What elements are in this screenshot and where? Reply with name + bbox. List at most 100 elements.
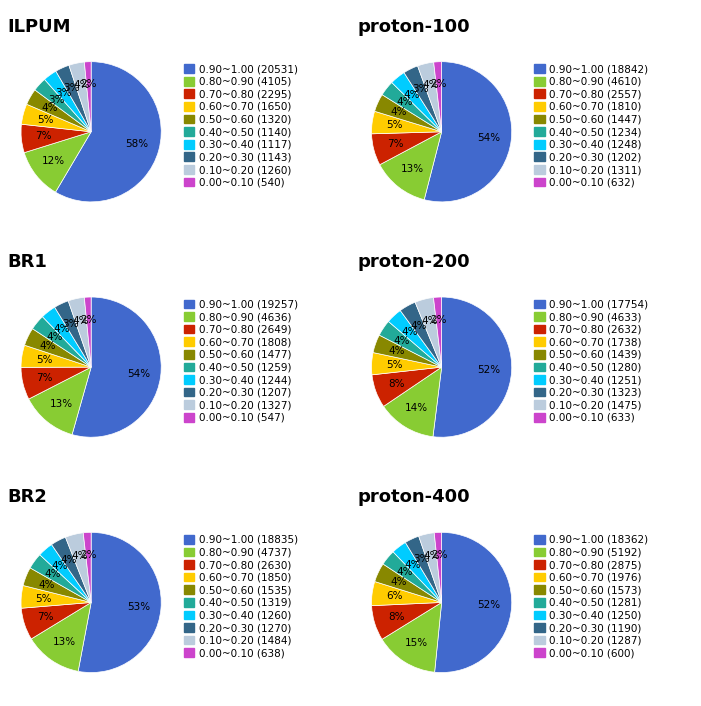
Text: proton-100: proton-100 bbox=[358, 18, 470, 35]
Text: 4%: 4% bbox=[423, 551, 440, 561]
Wedge shape bbox=[424, 61, 512, 202]
Text: BR2: BR2 bbox=[7, 489, 47, 506]
Text: 4%: 4% bbox=[390, 107, 407, 117]
Wedge shape bbox=[380, 132, 442, 200]
Wedge shape bbox=[383, 552, 442, 602]
Wedge shape bbox=[434, 532, 442, 602]
Text: 8%: 8% bbox=[388, 378, 405, 388]
Wedge shape bbox=[45, 71, 91, 132]
Wedge shape bbox=[25, 132, 91, 192]
Text: 4%: 4% bbox=[40, 342, 57, 352]
Text: 15%: 15% bbox=[404, 638, 428, 648]
Text: 4%: 4% bbox=[54, 324, 70, 335]
Wedge shape bbox=[84, 61, 91, 132]
Text: 5%: 5% bbox=[386, 121, 402, 131]
Text: 5%: 5% bbox=[36, 114, 53, 125]
Text: 4%: 4% bbox=[73, 316, 89, 325]
Text: 2%: 2% bbox=[430, 315, 447, 325]
Wedge shape bbox=[21, 124, 91, 152]
Wedge shape bbox=[379, 321, 442, 367]
Text: 14%: 14% bbox=[405, 402, 428, 413]
Wedge shape bbox=[72, 297, 161, 437]
Wedge shape bbox=[78, 532, 161, 673]
Text: 4%: 4% bbox=[396, 97, 412, 107]
Text: 13%: 13% bbox=[400, 164, 423, 174]
Wedge shape bbox=[65, 533, 91, 602]
Wedge shape bbox=[372, 132, 442, 164]
Text: 2%: 2% bbox=[431, 550, 447, 560]
Wedge shape bbox=[418, 62, 442, 132]
Text: 2%: 2% bbox=[430, 79, 447, 89]
Wedge shape bbox=[404, 66, 442, 132]
Wedge shape bbox=[55, 61, 161, 202]
Text: 4%: 4% bbox=[52, 561, 68, 571]
Text: 13%: 13% bbox=[49, 399, 72, 409]
Wedge shape bbox=[374, 95, 442, 132]
Text: BR1: BR1 bbox=[7, 253, 47, 271]
Wedge shape bbox=[392, 73, 442, 132]
Wedge shape bbox=[382, 602, 442, 672]
Wedge shape bbox=[52, 537, 91, 602]
Legend: 0.90~1.00 (19257), 0.80~0.90 (4636), 0.70~0.80 (2649), 0.60~0.70 (1808), 0.50~0.: 0.90~1.00 (19257), 0.80~0.90 (4636), 0.7… bbox=[184, 299, 298, 423]
Text: 4%: 4% bbox=[39, 580, 55, 590]
Wedge shape bbox=[433, 297, 442, 367]
Text: 52%: 52% bbox=[477, 365, 501, 375]
Legend: 0.90~1.00 (18362), 0.80~0.90 (5192), 0.70~0.80 (2875), 0.60~0.70 (1976), 0.50~0.: 0.90~1.00 (18362), 0.80~0.90 (5192), 0.7… bbox=[534, 535, 648, 658]
Wedge shape bbox=[435, 532, 512, 673]
Text: 3%: 3% bbox=[48, 95, 64, 104]
Text: 7%: 7% bbox=[36, 131, 52, 141]
Wedge shape bbox=[372, 112, 442, 134]
Wedge shape bbox=[434, 61, 442, 132]
Text: 7%: 7% bbox=[38, 612, 54, 622]
Text: 4%: 4% bbox=[410, 321, 427, 330]
Wedge shape bbox=[372, 602, 442, 640]
Text: 4%: 4% bbox=[421, 316, 438, 326]
Text: 4%: 4% bbox=[388, 346, 405, 356]
Wedge shape bbox=[29, 367, 91, 435]
Text: 4%: 4% bbox=[394, 335, 410, 345]
Wedge shape bbox=[56, 65, 91, 132]
Wedge shape bbox=[23, 568, 91, 602]
Wedge shape bbox=[55, 301, 91, 367]
Legend: 0.90~1.00 (18842), 0.80~0.90 (4610), 0.70~0.80 (2557), 0.60~0.70 (1810), 0.50~0.: 0.90~1.00 (18842), 0.80~0.90 (4610), 0.7… bbox=[534, 64, 648, 188]
Text: 4%: 4% bbox=[423, 80, 439, 90]
Legend: 0.90~1.00 (18835), 0.80~0.90 (4737), 0.70~0.80 (2630), 0.60~0.70 (1850), 0.50~0.: 0.90~1.00 (18835), 0.80~0.90 (4737), 0.7… bbox=[184, 535, 298, 658]
Text: 3%: 3% bbox=[62, 319, 79, 329]
Text: 5%: 5% bbox=[36, 354, 53, 364]
Text: 6%: 6% bbox=[386, 592, 402, 602]
Text: 3%: 3% bbox=[63, 83, 80, 93]
Text: 5%: 5% bbox=[386, 360, 402, 370]
Text: 2%: 2% bbox=[81, 79, 97, 89]
Text: 52%: 52% bbox=[477, 600, 501, 610]
Wedge shape bbox=[400, 302, 442, 367]
Text: 4%: 4% bbox=[60, 556, 77, 566]
Wedge shape bbox=[373, 335, 442, 367]
Text: 4%: 4% bbox=[44, 569, 61, 580]
Wedge shape bbox=[418, 533, 442, 602]
Text: 7%: 7% bbox=[36, 373, 53, 383]
Text: 53%: 53% bbox=[127, 602, 150, 612]
Text: 4%: 4% bbox=[401, 327, 418, 337]
Wedge shape bbox=[68, 297, 91, 367]
Text: 3%: 3% bbox=[55, 88, 72, 98]
Text: 3%: 3% bbox=[412, 84, 429, 94]
Wedge shape bbox=[21, 367, 91, 399]
Wedge shape bbox=[21, 602, 91, 639]
Wedge shape bbox=[372, 352, 442, 375]
Wedge shape bbox=[21, 345, 91, 367]
Wedge shape bbox=[84, 297, 91, 367]
Wedge shape bbox=[433, 297, 512, 437]
Wedge shape bbox=[32, 602, 91, 671]
Text: 2%: 2% bbox=[80, 550, 97, 560]
Wedge shape bbox=[25, 329, 91, 367]
Wedge shape bbox=[372, 582, 442, 606]
Wedge shape bbox=[83, 532, 91, 602]
Wedge shape bbox=[30, 555, 91, 602]
Text: ILPUM: ILPUM bbox=[7, 18, 71, 35]
Text: 54%: 54% bbox=[127, 369, 150, 378]
Legend: 0.90~1.00 (20531), 0.80~0.90 (4105), 0.70~0.80 (2295), 0.60~0.70 (1650), 0.50~0.: 0.90~1.00 (20531), 0.80~0.90 (4105), 0.7… bbox=[184, 64, 297, 188]
Wedge shape bbox=[21, 585, 91, 609]
Wedge shape bbox=[393, 542, 442, 602]
Wedge shape bbox=[40, 544, 91, 602]
Text: 13%: 13% bbox=[53, 637, 76, 647]
